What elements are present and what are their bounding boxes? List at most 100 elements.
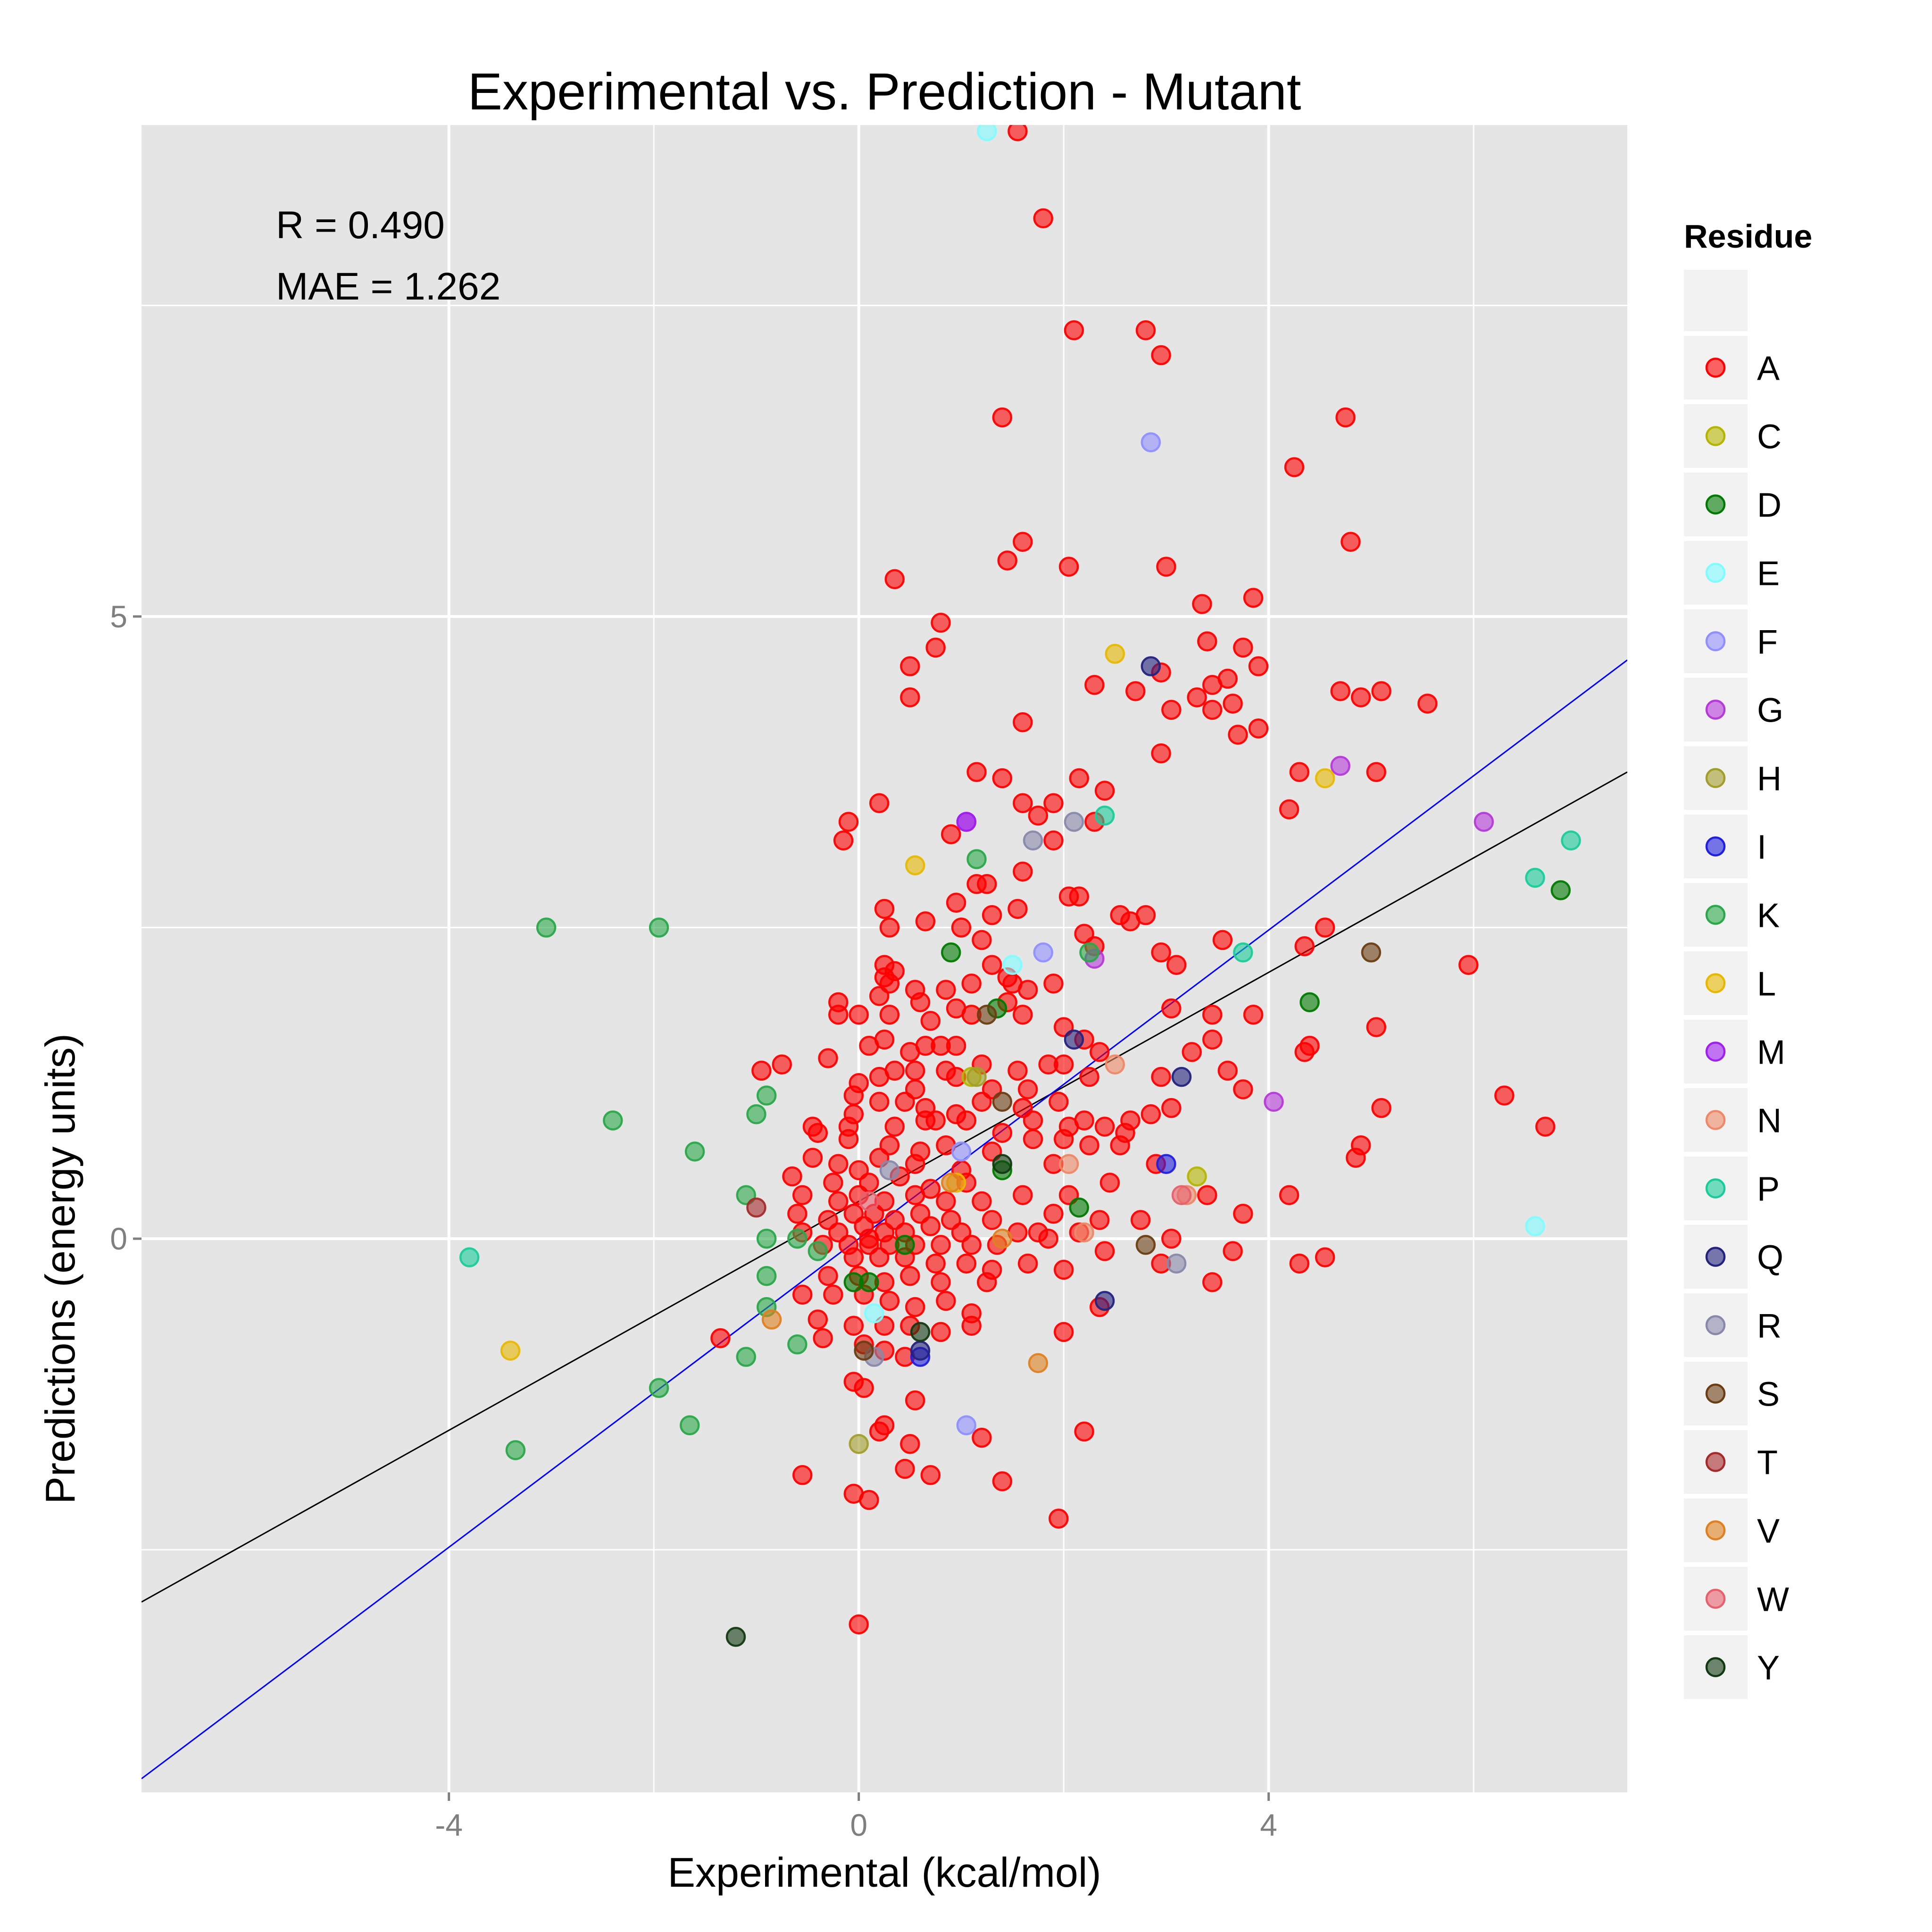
point-A <box>1049 1091 1069 1112</box>
point-A <box>1233 1079 1253 1099</box>
point-A <box>1294 1042 1315 1062</box>
point-A <box>1017 980 1038 1000</box>
point-A <box>966 874 987 894</box>
legend-title: Residue <box>1684 218 1812 255</box>
point-A <box>859 1228 879 1249</box>
point-A <box>884 1116 905 1137</box>
legend-marker <box>1705 973 1726 993</box>
point-A <box>972 1091 992 1112</box>
legend-label: P <box>1757 1171 1780 1208</box>
regression-line <box>142 659 1627 1780</box>
legend-marker <box>1705 1657 1726 1677</box>
point-A <box>920 1465 941 1485</box>
point-A <box>956 1110 977 1131</box>
point-A <box>951 917 972 938</box>
point-A <box>1043 1204 1064 1224</box>
point-L <box>905 855 925 875</box>
legend-label: T <box>1757 1444 1778 1482</box>
point-S <box>1135 1235 1156 1255</box>
point-H <box>849 1434 869 1454</box>
point-A <box>859 1035 879 1056</box>
point-A <box>823 1173 843 1193</box>
point-A <box>1135 905 1156 925</box>
point-A <box>869 1091 890 1112</box>
point-A <box>1202 1029 1223 1050</box>
point-A <box>869 1247 890 1267</box>
legend-marker <box>1705 358 1726 378</box>
point-A <box>992 1471 1013 1491</box>
point-A <box>1079 1066 1099 1087</box>
point-P <box>1561 830 1581 851</box>
chart-title: Experimental vs. Prediction - Mutant <box>468 63 1301 121</box>
legend-label: H <box>1757 760 1782 798</box>
legend-item-A: A <box>1684 336 1780 400</box>
point-A <box>1223 1241 1243 1261</box>
point-A <box>792 1284 813 1305</box>
point-P <box>1525 867 1545 888</box>
point-T <box>746 1197 766 1218</box>
point-A <box>1028 1222 1049 1243</box>
point-Y <box>725 1626 746 1647</box>
point-A <box>1043 793 1064 813</box>
x-tick-label: 0 <box>850 1807 867 1842</box>
point-A <box>1187 687 1207 708</box>
point-M <box>956 812 977 832</box>
point-A <box>920 1011 941 1031</box>
point-K <box>756 1266 777 1286</box>
point-A <box>1053 1129 1074 1149</box>
legend-item-H: H <box>1684 746 1782 810</box>
point-A <box>895 1091 915 1112</box>
point-A <box>982 955 1002 975</box>
legend-item-R: R <box>1684 1293 1782 1357</box>
point-A <box>1013 861 1033 882</box>
point-A <box>1330 681 1350 701</box>
plot-area <box>142 125 1627 1792</box>
point-A <box>1151 345 1171 366</box>
point-A <box>1458 955 1479 975</box>
fit-lines <box>142 659 1627 1780</box>
point-A <box>1166 955 1187 975</box>
legend-marker <box>1705 768 1726 788</box>
point-A <box>900 687 920 708</box>
point-A <box>1156 557 1176 577</box>
point-A <box>1023 1129 1043 1149</box>
point-K <box>1079 942 1099 963</box>
point-E <box>976 125 997 142</box>
point-A <box>772 1054 792 1074</box>
legend-label: R <box>1757 1307 1782 1345</box>
point-P <box>459 1247 480 1267</box>
point-A <box>915 1035 936 1056</box>
point-A <box>1335 407 1356 428</box>
point-A <box>1202 700 1223 720</box>
legend-item-D: D <box>1684 473 1782 536</box>
point-A <box>1161 1228 1182 1249</box>
point-A <box>895 1458 915 1479</box>
point-A <box>936 980 956 1000</box>
legend-label: G <box>1757 692 1783 730</box>
legend-marker <box>1705 631 1726 651</box>
point-A <box>972 1191 992 1212</box>
point-A <box>1013 793 1033 813</box>
regression-line <box>142 771 1627 1603</box>
point-A <box>982 1210 1002 1230</box>
point-A <box>931 1322 951 1342</box>
legend-item-S: S <box>1684 1362 1780 1425</box>
point-A <box>1053 1322 1074 1342</box>
point-K <box>684 1141 705 1162</box>
point-D <box>941 942 961 963</box>
point-R <box>1166 1253 1187 1274</box>
point-A <box>710 1328 731 1349</box>
x-tick-label: 4 <box>1260 1807 1277 1842</box>
point-A <box>1371 1098 1391 1118</box>
point-A <box>1013 712 1033 733</box>
point-A <box>1233 637 1253 658</box>
point-A <box>1013 532 1033 552</box>
point-A <box>1202 1272 1223 1292</box>
point-Q <box>1141 656 1161 676</box>
point-A <box>1013 1185 1033 1205</box>
legend-label: I <box>1757 829 1766 866</box>
point-N <box>1105 1054 1125 1074</box>
point-A <box>905 1154 925 1174</box>
legend-label: W <box>1757 1581 1789 1619</box>
